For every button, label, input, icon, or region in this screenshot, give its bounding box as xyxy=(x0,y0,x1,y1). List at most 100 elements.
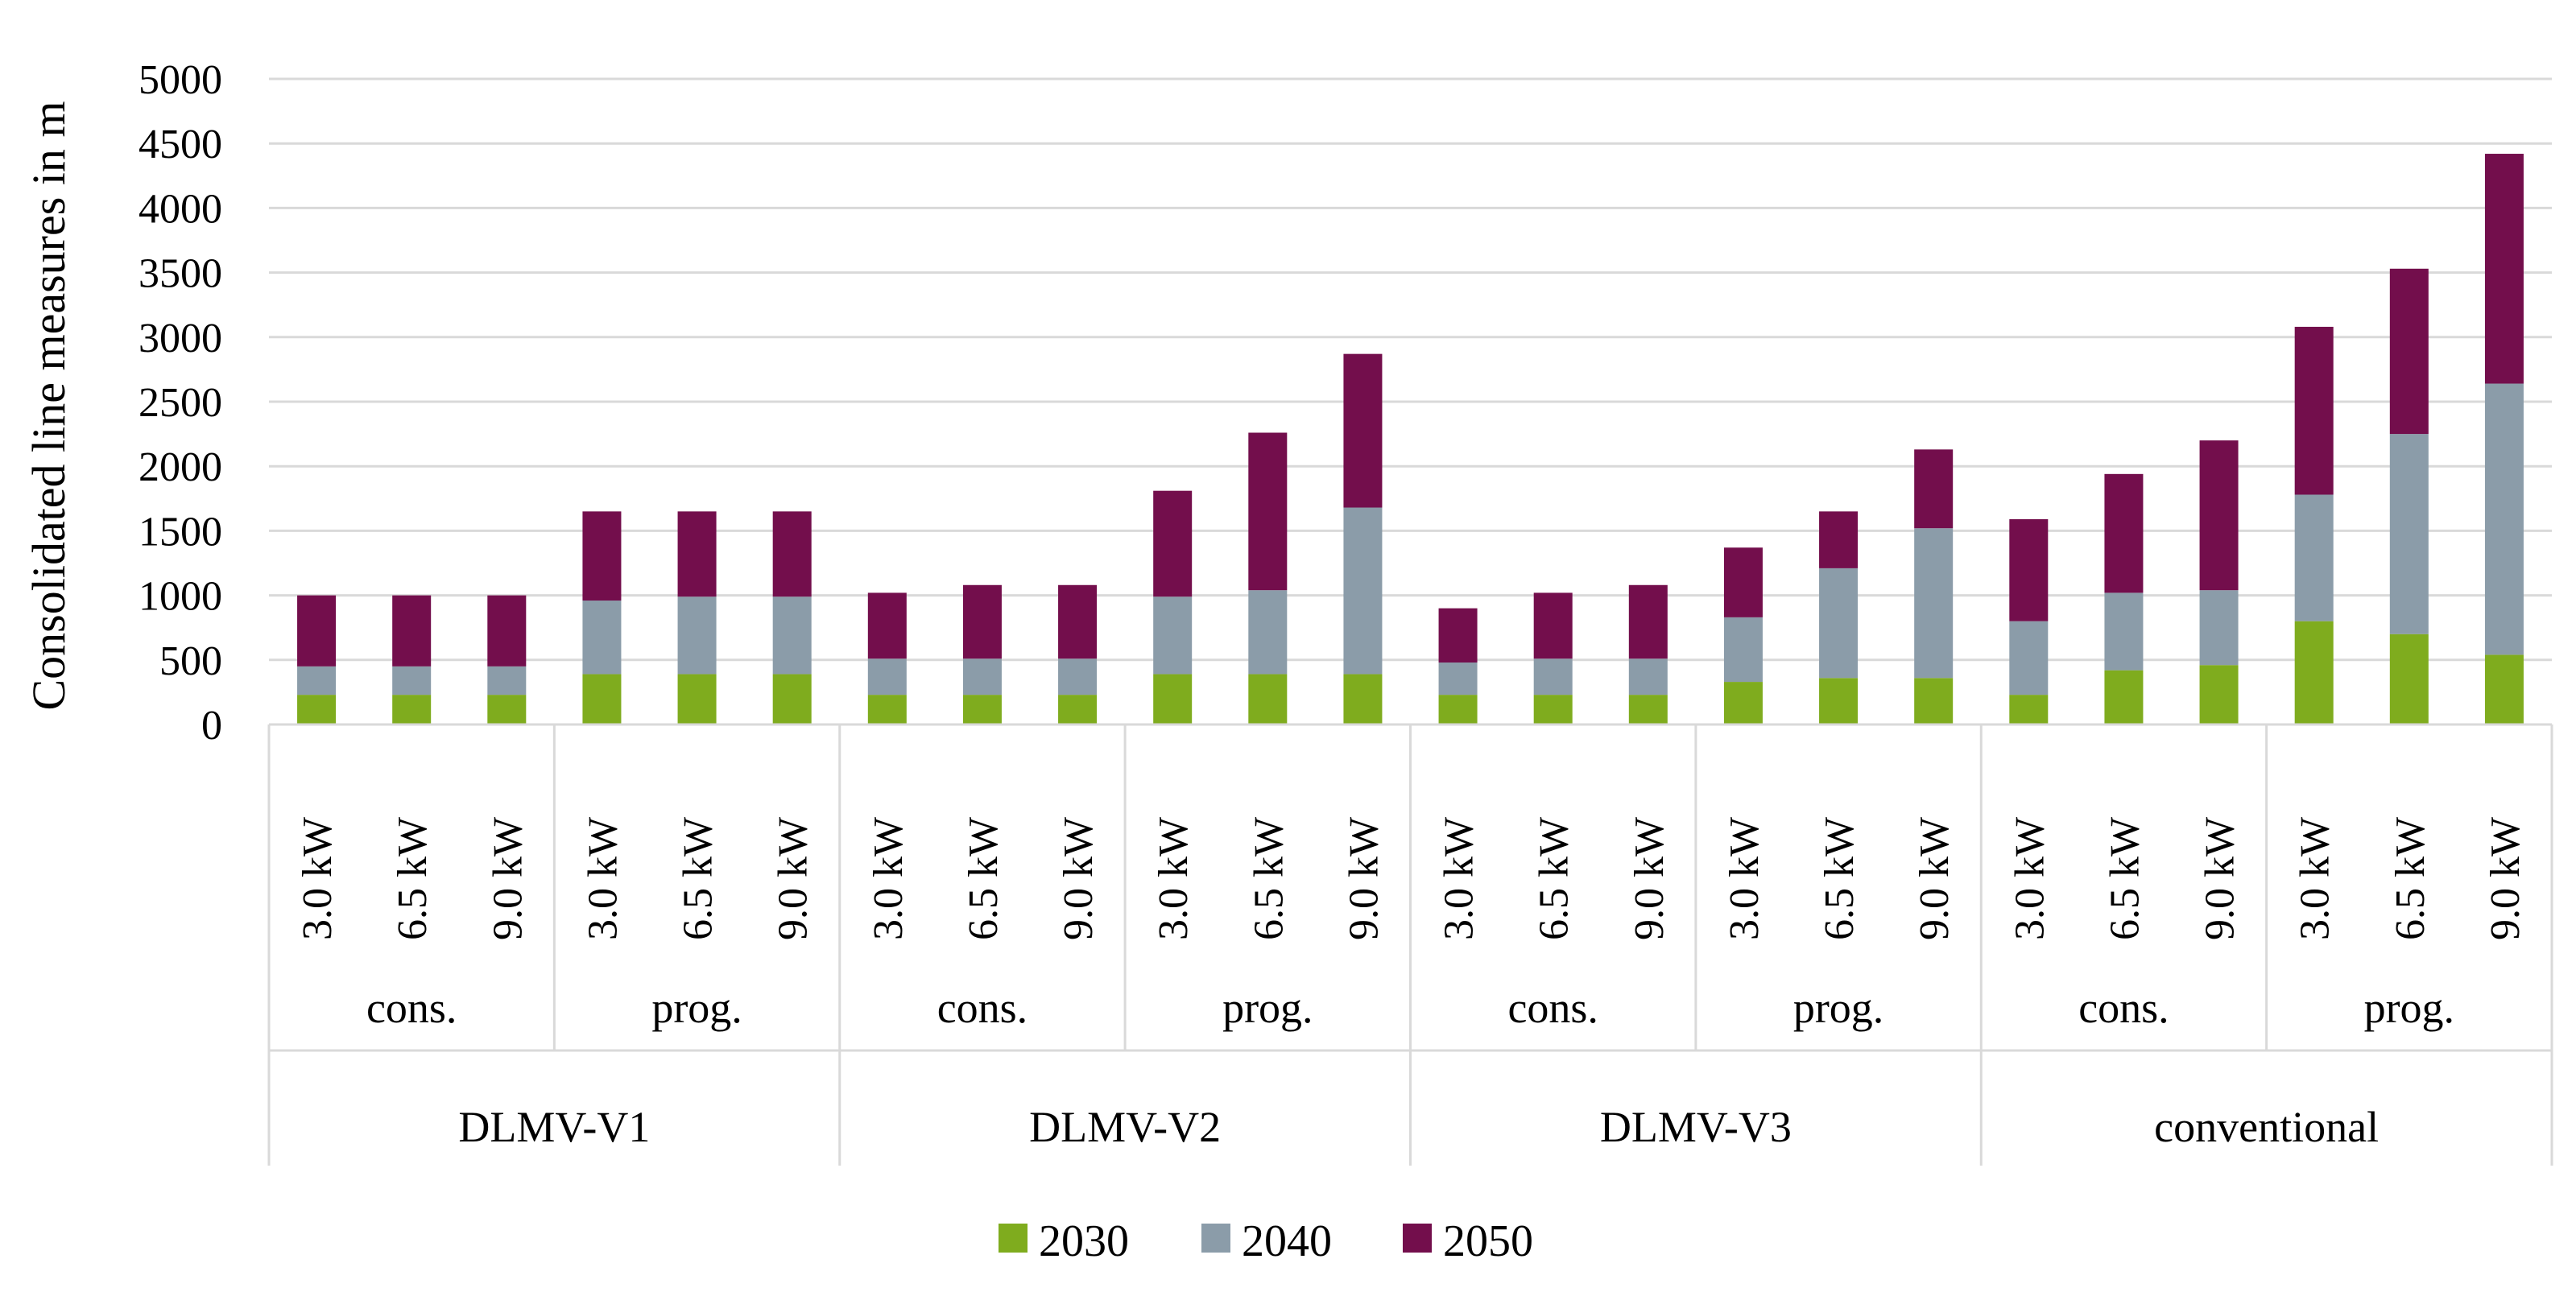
legend: 2030 2040 2050 xyxy=(999,1216,1533,1266)
bars xyxy=(297,154,2524,724)
bar-2030-19 xyxy=(2104,670,2144,724)
bar-2050-17 xyxy=(1914,449,1954,529)
bar-2050-14 xyxy=(1628,584,1668,659)
x-supergroup-label: DLMV-V2 xyxy=(1029,1103,1221,1151)
bar-2050-13 xyxy=(1533,592,1573,659)
bar-2030-22 xyxy=(2389,634,2429,724)
bar-2040-9 xyxy=(1153,596,1193,675)
y-tick-label: 2500 xyxy=(139,380,222,426)
bar-2040-22 xyxy=(2389,434,2429,634)
x-tick-label: 9.0 kW xyxy=(1056,817,1102,940)
y-axis-title: Consolidated line measures in m xyxy=(23,101,75,710)
x-tick-label: 9.0 kW xyxy=(771,817,817,940)
bar-2040-13 xyxy=(1533,658,1573,696)
x-tick-label: 9.0 kW xyxy=(485,817,531,940)
bar-2040-3 xyxy=(582,601,622,675)
y-tick-label: 5000 xyxy=(139,57,222,103)
x-group-label: cons. xyxy=(937,984,1028,1032)
bar-2030-16 xyxy=(1819,678,1859,724)
bar-2040-18 xyxy=(2009,621,2049,696)
bar-2030-0 xyxy=(297,695,337,724)
x-tick-label: 6.5 kW xyxy=(1532,817,1577,940)
bar-2050-20 xyxy=(2199,440,2239,591)
x-group-label: cons. xyxy=(366,984,457,1032)
bar-2050-6 xyxy=(867,592,907,659)
x-tick-label: 3.0 kW xyxy=(866,817,912,940)
y-tick-label: 0 xyxy=(201,703,222,749)
bar-2050-18 xyxy=(2009,518,2049,621)
bar-2040-21 xyxy=(2294,494,2334,621)
bar-2030-7 xyxy=(962,695,1002,724)
x-supergroup-label: DLMV-V3 xyxy=(1600,1103,1792,1151)
bar-2050-8 xyxy=(1058,584,1098,659)
y-tick-label: 1000 xyxy=(139,574,222,620)
bar-2030-10 xyxy=(1248,674,1288,724)
x-tick-label: 6.5 kW xyxy=(676,817,722,940)
bar-2040-2 xyxy=(487,666,527,696)
bar-2030-9 xyxy=(1153,674,1193,724)
x-group-label: prog. xyxy=(1222,984,1313,1032)
x-tick-label: 3.0 kW xyxy=(1437,817,1482,940)
bar-2050-0 xyxy=(297,595,337,667)
bar-2030-3 xyxy=(582,674,622,724)
x-tick-label: 6.5 kW xyxy=(2388,817,2433,940)
bar-2030-17 xyxy=(1914,678,1954,724)
legend-swatch-2050 xyxy=(1403,1224,1432,1253)
y-tick-label: 3000 xyxy=(139,316,222,361)
y-tick-label: 4500 xyxy=(139,122,222,167)
axes: 0 500 1000 1500 2000 2500 3000 3500 4000 4500 5000… xyxy=(23,57,2553,1166)
bar-2030-11 xyxy=(1343,674,1383,724)
bar-2030-13 xyxy=(1533,695,1573,724)
legend-label-2040: 2040 xyxy=(1242,1216,1332,1266)
bar-2040-12 xyxy=(1438,663,1478,696)
x-group-label: prog. xyxy=(651,984,742,1032)
x-tick-label: 9.0 kW xyxy=(2198,817,2243,940)
bar-2030-14 xyxy=(1628,695,1668,724)
bar-2050-15 xyxy=(1723,547,1763,617)
x-tick-label: 3.0 kW xyxy=(2293,817,2338,940)
bar-2040-17 xyxy=(1914,528,1954,679)
bar-2050-22 xyxy=(2389,268,2429,435)
y-tick-label: 1500 xyxy=(139,509,222,555)
bar-2050-3 xyxy=(582,511,622,601)
x-tick-label: 3.0 kW xyxy=(1722,817,1768,940)
x-group-label: prog. xyxy=(2364,984,2454,1032)
legend-swatch-2030 xyxy=(999,1224,1028,1253)
bar-2040-10 xyxy=(1248,590,1288,675)
bar-2050-11 xyxy=(1343,353,1383,508)
bar-2030-18 xyxy=(2009,695,2049,724)
bar-2050-2 xyxy=(487,595,527,667)
bar-2050-12 xyxy=(1438,608,1478,663)
y-tick-label: 3500 xyxy=(139,251,222,297)
bar-2040-5 xyxy=(772,596,812,675)
x-tick-label: 6.5 kW xyxy=(390,817,436,940)
bar-2050-19 xyxy=(2104,473,2144,593)
y-tick-label: 4000 xyxy=(139,186,222,232)
bar-2040-14 xyxy=(1628,658,1668,696)
x-tick-label: 6.5 kW xyxy=(1246,817,1292,940)
bar-2030-5 xyxy=(772,674,812,724)
bar-2030-6 xyxy=(867,695,907,724)
bar-2050-9 xyxy=(1153,490,1193,597)
x-tick-label: 9.0 kW xyxy=(2483,817,2528,940)
bar-2040-15 xyxy=(1723,617,1763,683)
bar-2040-8 xyxy=(1058,658,1098,696)
bar-2040-6 xyxy=(867,658,907,696)
bar-2050-4 xyxy=(677,511,717,597)
x-tick-label: 9.0 kW xyxy=(1912,817,1958,940)
bar-2040-4 xyxy=(677,596,717,675)
x-tick-label: 9.0 kW xyxy=(1341,817,1387,940)
x-tick-label: 3.0 kW xyxy=(295,817,341,940)
bar-2050-1 xyxy=(392,595,432,667)
bar-2050-23 xyxy=(2484,154,2524,384)
x-supergroup-label: DLMV-V1 xyxy=(458,1103,650,1151)
bar-2040-20 xyxy=(2199,590,2239,666)
x-tick-label: 3.0 kW xyxy=(580,817,626,940)
bar-2050-10 xyxy=(1248,432,1288,591)
bar-2030-23 xyxy=(2484,654,2524,724)
bar-2040-23 xyxy=(2484,383,2524,655)
bar-2040-16 xyxy=(1819,568,1859,679)
x-tick-label: 6.5 kW xyxy=(2102,817,2148,940)
